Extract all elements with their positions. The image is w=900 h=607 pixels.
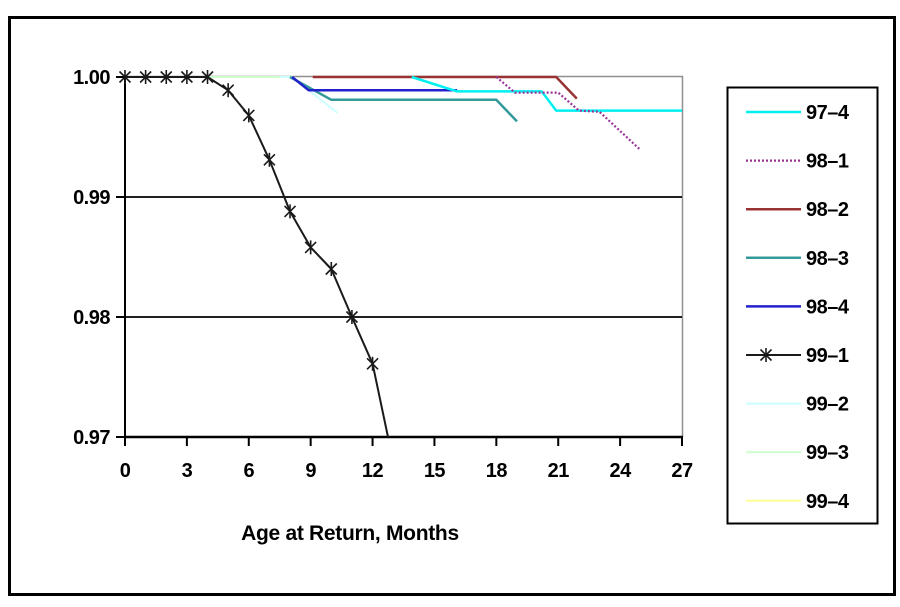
legend-label-98-3: 98–3: [806, 248, 849, 270]
series-asterisk-marker-99-1: [304, 241, 317, 254]
series-line-98-2: [312, 75, 578, 100]
series-asterisk-marker-99-1: [139, 70, 152, 84]
series-asterisk-marker-99-1: [345, 310, 358, 324]
legend-label-99-2: 99–2: [806, 394, 849, 416]
series-asterisk-marker-99-1: [160, 70, 173, 84]
x-tick-label: 6: [243, 460, 254, 482]
legend-label-99-3: 99–3: [806, 442, 849, 464]
series-asterisk-marker-99-1: [201, 70, 214, 84]
series-asterisk-marker-99-1: [263, 153, 276, 166]
x-tick-label: 27: [671, 460, 693, 482]
series-asterisk-marker-99-1: [325, 262, 338, 276]
series-line-98-3: [289, 75, 518, 123]
series-asterisk-marker-99-1: [366, 357, 379, 370]
series-asterisk-marker-99-1: [118, 70, 132, 84]
legend-label-99-4: 99–4: [806, 491, 850, 513]
series-line-98-1: [495, 76, 642, 152]
series-line-97-4: [411, 75, 682, 112]
series-line-99-1: [125, 76, 389, 438]
series-asterisk-marker-99-1: [222, 84, 235, 97]
legend-asterisk-marker-99-1: [759, 348, 773, 362]
x-tick-label: 9: [305, 460, 316, 482]
legend-label-98-1: 98–1: [806, 151, 849, 173]
x-tick-label: 3: [182, 460, 193, 482]
y-tick-label: 0.97: [73, 427, 110, 449]
series-asterisk-marker-99-1: [283, 205, 297, 218]
x-tick-label: 15: [424, 460, 446, 482]
x-axis-title: Age at Return, Months: [241, 522, 459, 545]
x-tick-label: 0: [120, 460, 131, 482]
y-tick-label: 0.99: [73, 187, 110, 209]
y-tick-label: 0.98: [73, 307, 110, 329]
x-tick-label: 24: [609, 460, 632, 482]
legend-label-97-4: 97–4: [806, 102, 850, 124]
x-tick-label: 18: [486, 460, 508, 482]
x-tick-label: 21: [548, 460, 570, 482]
legend-label-98-2: 98–2: [806, 199, 849, 221]
series-asterisk-marker-99-1: [242, 109, 255, 122]
series-line-98-4: [291, 76, 458, 92]
x-tick-label: 12: [362, 460, 384, 482]
legend-label-98-4: 98–4: [806, 296, 850, 318]
legend-label-99-1: 99–1: [806, 345, 849, 367]
series-asterisk-marker-99-1: [180, 70, 193, 84]
y-tick-label: 1.00: [73, 67, 110, 89]
